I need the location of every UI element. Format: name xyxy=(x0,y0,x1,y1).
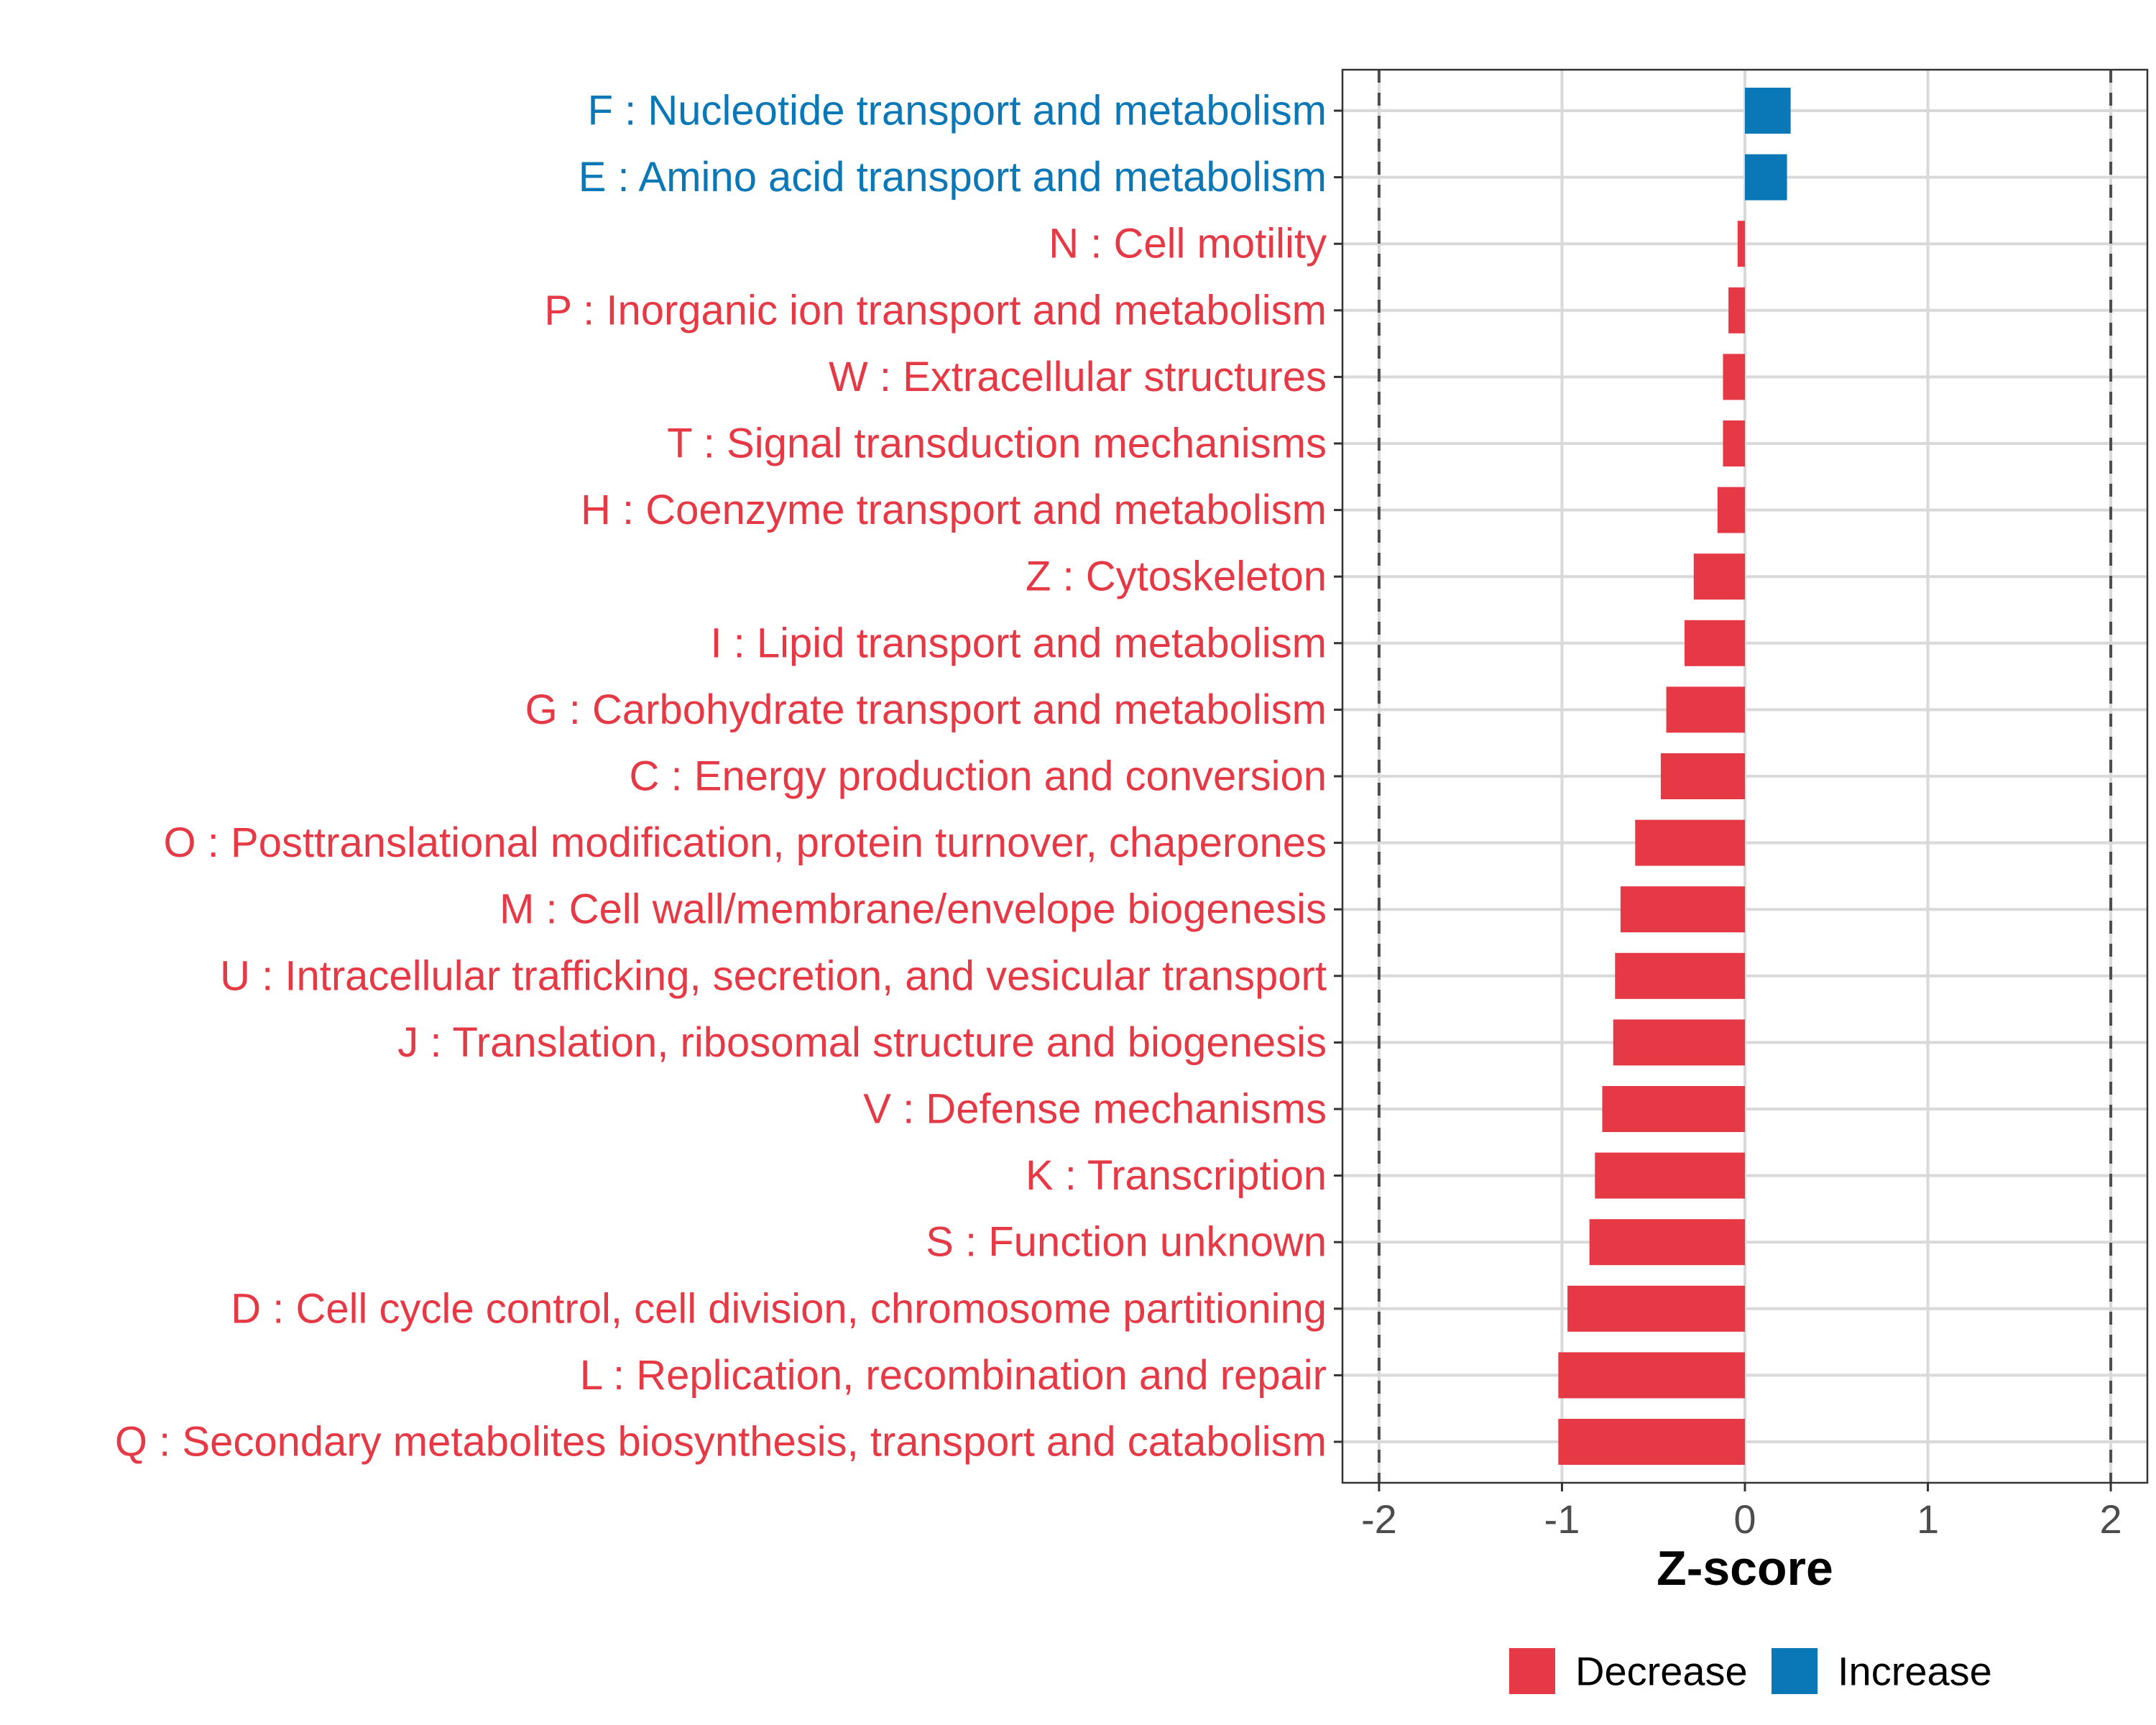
legend-label: Decrease xyxy=(1575,1649,1748,1694)
x-axis-title: Z-score xyxy=(1657,1541,1833,1596)
category-label: J : Translation, ribosomal structure and… xyxy=(397,1019,1327,1066)
bar xyxy=(1685,620,1745,666)
category-label: M : Cell wall/membrane/envelope biogenes… xyxy=(499,886,1327,933)
category-label: Z : Cytoskeleton xyxy=(1026,553,1327,600)
bar xyxy=(1602,1086,1745,1132)
legend-label: Increase xyxy=(1838,1649,1992,1694)
x-tick-label: 2 xyxy=(2100,1496,2122,1542)
bar xyxy=(1567,1285,1745,1332)
y-axis-ticks xyxy=(1334,109,1342,1443)
bar xyxy=(1737,221,1745,267)
x-tick-label: -2 xyxy=(1361,1496,1397,1542)
bar xyxy=(1717,487,1745,533)
bar xyxy=(1666,686,1745,733)
category-label: V : Defense mechanisms xyxy=(863,1086,1327,1133)
bar xyxy=(1589,1219,1745,1266)
x-tick-label: 1 xyxy=(1917,1496,1939,1542)
x-axis-tick-labels: -2 -1 0 1 2 xyxy=(1361,1496,2122,1542)
legend: Decrease Increase xyxy=(1509,1648,1992,1694)
category-label: L : Replication, recombination and repai… xyxy=(580,1352,1327,1399)
category-label: F : Nucleotide transport and metabolism xyxy=(588,88,1327,134)
bar xyxy=(1620,886,1745,933)
category-label: P : Inorganic ion transport and metaboli… xyxy=(544,287,1327,334)
bar xyxy=(1723,420,1745,466)
bar xyxy=(1745,154,1787,201)
bar xyxy=(1615,952,1745,999)
category-label: H : Coenzyme transport and metabolism xyxy=(581,487,1327,533)
x-tick-label: 0 xyxy=(1733,1496,1756,1542)
x-axis-ticks xyxy=(1378,1483,2112,1491)
category-label: S : Function unknown xyxy=(926,1219,1327,1266)
bar xyxy=(1558,1419,1745,1465)
bar xyxy=(1613,1019,1745,1066)
bar xyxy=(1693,553,1745,600)
category-label: N : Cell motility xyxy=(1049,221,1327,267)
category-label: Q : Secondary metabolites biosynthesis, … xyxy=(115,1419,1327,1466)
category-label: E : Amino acid transport and metabolism xyxy=(579,154,1327,201)
bar xyxy=(1595,1152,1745,1199)
category-label: K : Transcription xyxy=(1026,1152,1327,1199)
category-label: G : Carbohydrate transport and metabolis… xyxy=(525,686,1327,733)
bar xyxy=(1660,753,1745,799)
bar xyxy=(1635,819,1745,866)
bar xyxy=(1723,354,1745,400)
bar xyxy=(1558,1352,1745,1399)
y-axis-category-labels: F : Nucleotide transport and metabolism E… xyxy=(115,88,1327,1466)
legend-swatch xyxy=(1509,1648,1555,1694)
category-label: D : Cell cycle control, cell division, c… xyxy=(231,1285,1327,1332)
legend-swatch xyxy=(1772,1648,1818,1694)
bar xyxy=(1728,287,1745,334)
category-label: W : Extracellular structures xyxy=(829,354,1327,400)
category-label: O : Posttranslational modification, prot… xyxy=(164,819,1327,866)
x-tick-label: -1 xyxy=(1544,1496,1580,1542)
category-label: T : Signal transduction mechanisms xyxy=(667,420,1327,467)
category-label: I : Lipid transport and metabolism xyxy=(710,620,1327,666)
category-label: C : Energy production and conversion xyxy=(630,753,1327,800)
reference-lines xyxy=(1377,70,2113,1483)
category-label: U : Intracellular trafficking, secretion… xyxy=(220,952,1327,999)
bar-layer xyxy=(1558,88,1791,1465)
bar xyxy=(1745,88,1791,134)
